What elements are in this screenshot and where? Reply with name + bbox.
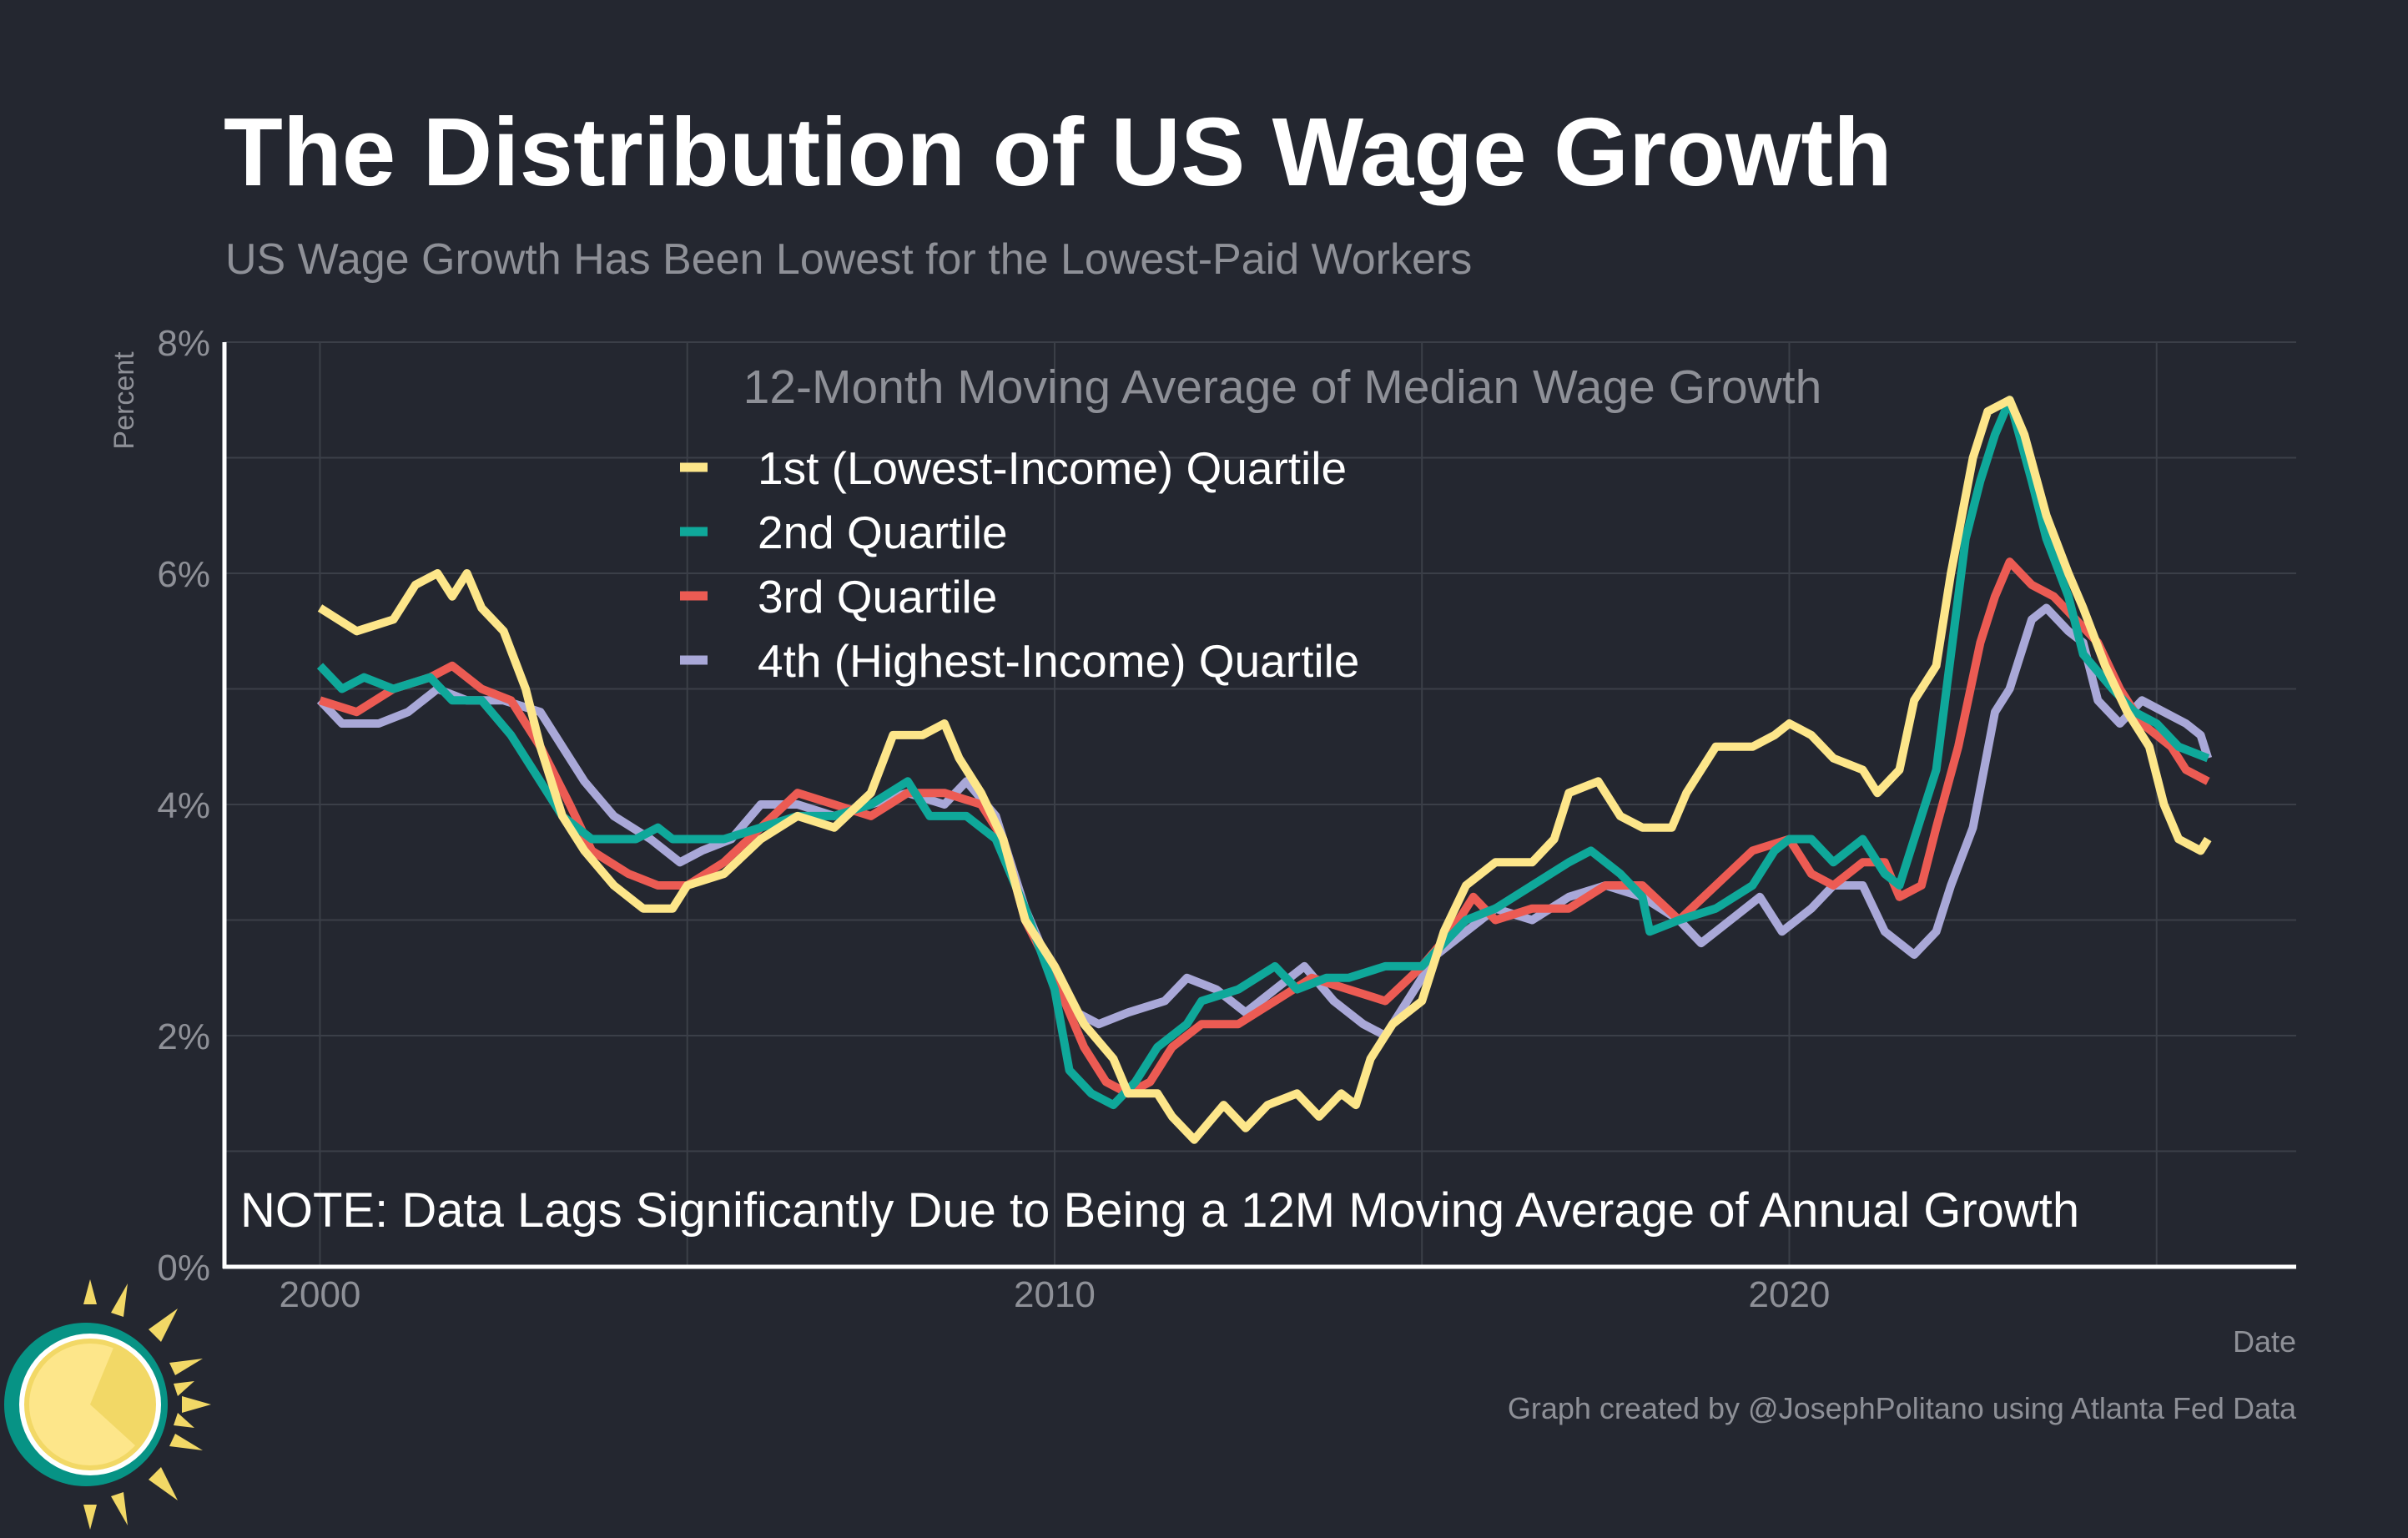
y-tick-label: 4% <box>157 785 210 826</box>
y-tick-labels: 0% 2% 4% 6% 8% <box>157 323 210 1288</box>
series-line-2 <box>316 396 2210 1110</box>
source-credit: Graph created by @JosephPolitano using A… <box>1508 1391 2297 1425</box>
series-line-4 <box>316 603 2213 1040</box>
gridlines <box>224 341 2296 1267</box>
legend-label: 2nd Quartile <box>758 507 1008 558</box>
y-tick-label: 0% <box>157 1248 210 1288</box>
x-tick-labels: 2000 2010 2020 <box>280 1274 1831 1315</box>
legend-item: 3rd Quartile <box>680 571 997 623</box>
page-subtitle: US Wage Growth Has Been Lowest for the L… <box>225 235 1472 284</box>
y-axis-label: Percent <box>108 351 140 450</box>
page-title: The Distribution of US Wage Growth <box>224 98 1892 206</box>
y-tick-label: 2% <box>157 1016 210 1057</box>
x-tick-label: 2010 <box>1014 1274 1096 1315</box>
legend-item: 1st (Lowest-Income) Quartile <box>680 442 1347 494</box>
series-line-1 <box>317 396 2212 1144</box>
legend-label: 3rd Quartile <box>758 571 997 623</box>
x-tick-label: 2020 <box>1749 1274 1831 1315</box>
sun-logo-icon <box>4 1279 211 1530</box>
y-tick-label: 8% <box>157 323 210 364</box>
legend-label: 4th (Highest-Income) Quartile <box>758 635 1359 687</box>
legend-label: 1st (Lowest-Income) Quartile <box>758 442 1347 494</box>
legend-item: 4th (Highest-Income) Quartile <box>680 635 1359 687</box>
legend: 1st (Lowest-Income) Quartile 2nd Quartile… <box>680 442 1359 687</box>
chart-annotation: NOTE: Data Lags Significantly Due to Bei… <box>240 1183 2079 1238</box>
x-axis-label: Date <box>2233 1324 2296 1359</box>
x-tick-label: 2000 <box>280 1274 361 1315</box>
series-lines <box>316 396 2213 1144</box>
legend-item: 2nd Quartile <box>680 507 1008 558</box>
series-line-3 <box>318 557 2210 1098</box>
y-tick-label: 6% <box>157 554 210 595</box>
legend-title: 12-Month Moving Average of Median Wage G… <box>743 361 1822 414</box>
